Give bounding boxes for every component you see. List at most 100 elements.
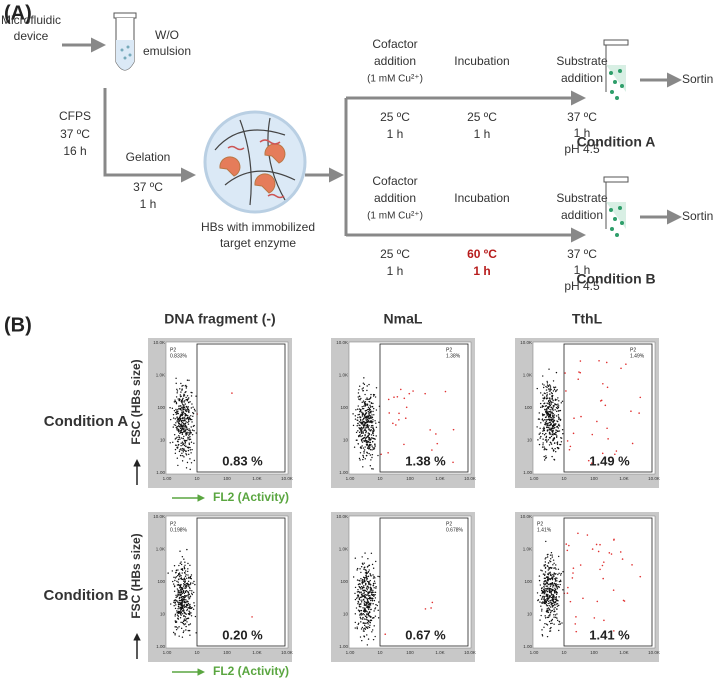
row-label: Condition B [44,587,129,604]
event-dot [188,428,190,430]
event-dot [366,607,369,609]
event-dot [547,419,549,421]
event-dot [366,589,368,591]
event-dot [181,569,184,572]
panel-label: (B) [4,314,32,336]
event-dot [372,395,375,397]
event-dot [179,592,181,594]
event-dot [362,400,365,402]
event-dot [190,391,192,394]
event-dot [549,427,551,429]
event-dot [370,587,372,589]
event-dot [375,587,377,589]
event-dot [431,449,433,451]
event-dot [182,428,185,431]
event-dot [546,608,548,610]
event-dot [173,424,175,426]
event-dot [546,406,549,408]
event-dot [550,552,553,554]
y-tick-label: 10.0K [153,514,165,519]
event-dot [552,593,554,596]
event-dot [542,444,544,446]
event-dot [579,360,582,362]
event-dot [543,587,545,589]
x-axis-label: FL2 (Activity) [213,490,289,504]
event-dot [190,441,193,443]
event-dot [370,591,373,594]
event-dot [544,615,546,617]
event-dot [554,603,556,605]
event-dot [367,613,370,615]
event-dot [550,622,552,625]
event-dot [551,426,554,428]
event-dot [553,592,556,594]
event-dot [363,607,366,609]
event-dot [552,417,555,419]
event-dot [179,606,182,609]
event-dot [537,599,540,601]
event-dot [543,597,545,600]
event-dot [375,560,377,563]
event-dot [180,444,182,447]
event-dot [360,435,362,438]
event-dot [573,417,575,420]
event-dot [364,569,367,571]
event-dot [179,407,181,410]
x-tick-label: 100 [590,650,598,655]
tube-dot [613,80,617,84]
event-dot [546,579,549,581]
label: 60 ºC [467,247,497,261]
event-dot [367,575,370,578]
event-dot [364,415,366,417]
event-dot [181,606,184,609]
event-dot [551,415,554,418]
event-dot [365,574,367,576]
event-dot [176,436,178,439]
event-dot [360,426,363,429]
event-dot [180,421,183,423]
event-dot [366,580,369,583]
event-dot [170,418,172,421]
event-dot [364,572,367,574]
event-dot [180,568,183,571]
event-dot [179,612,181,614]
event-dot [543,565,545,567]
event-dot [365,572,368,575]
event-dot [181,433,184,436]
event-dot [550,596,553,599]
event-dot [541,598,543,600]
event-dot [544,622,546,625]
event-dot [187,562,189,565]
event-dot [538,433,540,435]
event-dot [550,443,553,445]
event-dot [360,591,362,593]
event-dot [539,601,541,603]
event-dot [187,401,190,404]
event-dot [367,408,369,411]
event-dot [359,459,361,461]
event-dot [175,569,178,571]
event-dot [361,408,364,410]
event-dot [558,425,561,427]
event-dot [365,415,367,418]
event-dot [184,419,186,422]
event-dot [551,430,554,433]
event-dot [375,586,377,588]
event-dot [184,426,186,428]
event-dot [187,570,189,573]
event-dot [181,409,183,412]
event-dot [357,405,359,407]
event-dot [374,582,376,585]
event-dot [366,598,369,601]
event-dot [540,406,542,409]
event-dot [361,406,363,408]
event-dot [365,590,368,593]
arrow [103,88,196,183]
event-dot [553,575,555,577]
event-dot [556,613,558,615]
event-dot [180,575,182,577]
event-dot [621,558,624,560]
event-dot [541,635,544,637]
event-dot [356,408,359,410]
event-dot [371,591,374,594]
